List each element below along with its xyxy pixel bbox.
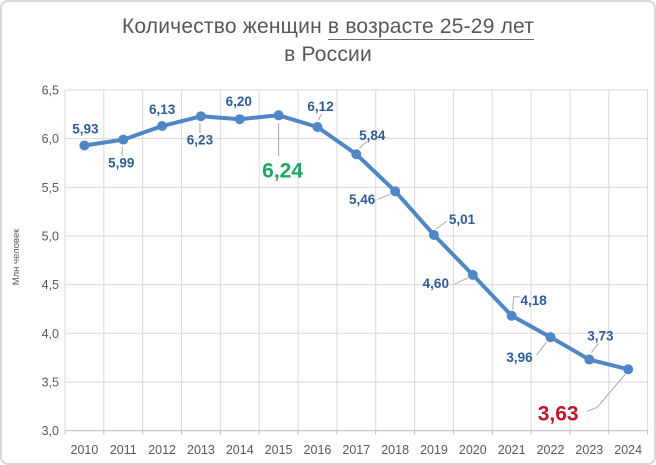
- data-point-2022: [545, 332, 556, 343]
- x-tick-label: 2018: [381, 443, 409, 457]
- gridlines: [64, 89, 649, 432]
- x-tick-label: 2023: [575, 443, 603, 457]
- y-axis-tick-labels: 3,0 3,5 4,0 4,5 5,0 5,5 6,0 6,5: [42, 84, 59, 439]
- leader-line: [435, 220, 448, 230]
- data-labels: 5,93 5,99 6,13 6,23 6,20 6,24 6,12 5,84 5,46 5,01…: [72, 94, 614, 425]
- data-label-2016: 6,12: [307, 99, 333, 114]
- data-point-2015: [273, 110, 284, 121]
- data-label-2023: 3,73: [587, 329, 614, 344]
- data-label-2010: 5,93: [72, 121, 99, 136]
- data-label-2012: 6,13: [149, 102, 176, 117]
- leader-line: [586, 373, 626, 412]
- data-label-2014: 6,20: [226, 94, 252, 109]
- x-tick-label: 2015: [265, 443, 293, 457]
- data-label-2019: 5,01: [449, 212, 476, 227]
- x-tick-label: 2020: [459, 443, 487, 457]
- data-label-2015: 6,24: [262, 159, 303, 182]
- x-tick-label: 2013: [187, 443, 215, 457]
- x-tick-label: 2014: [226, 443, 254, 457]
- x-axis-tick-labels: 2010 2011 2012 2013 2014 2015 2016 2017 2018 2019…: [71, 443, 643, 457]
- x-tick-label: 2021: [498, 443, 526, 457]
- data-point-2020: [467, 269, 478, 280]
- data-point-2023: [584, 354, 595, 365]
- y-tick-label: 5,0: [42, 229, 59, 243]
- leader-line: [318, 113, 322, 121]
- data-point-2016: [312, 121, 323, 132]
- y-tick-label: 3,5: [42, 375, 59, 389]
- data-point-2010: [79, 140, 90, 151]
- y-tick-label: 3,0: [42, 424, 59, 438]
- x-tick-label: 2011: [110, 443, 137, 457]
- leader-line: [590, 343, 599, 353]
- data-label-2017: 5,84: [359, 128, 386, 143]
- data-point-2014: [234, 114, 245, 125]
- data-label-2018: 5,46: [349, 192, 376, 207]
- data-point-2013: [195, 111, 206, 122]
- data-label-2013: 6,23: [187, 132, 214, 147]
- data-label-2011: 5,99: [108, 156, 134, 171]
- data-point-2024: [623, 364, 634, 375]
- x-tick-label: 2010: [71, 443, 99, 457]
- x-tick-label: 2022: [537, 443, 565, 457]
- x-axis: [64, 430, 649, 435]
- y-tick-label: 4,5: [42, 278, 59, 292]
- y-tick-label: 4,0: [42, 327, 59, 341]
- x-tick-label: 2024: [614, 443, 642, 457]
- data-point-markers: [79, 110, 634, 375]
- leader-line: [536, 341, 547, 356]
- leader-line: [454, 277, 469, 285]
- y-tick-label: 6,5: [42, 84, 59, 98]
- leader-line: [512, 296, 520, 310]
- x-tick-label: 2012: [148, 443, 176, 457]
- data-label-2024: 3,63: [538, 402, 579, 425]
- y-tick-label: 5,5: [42, 181, 59, 195]
- y-tick-label: 6,0: [42, 132, 59, 146]
- data-point-2017: [351, 149, 362, 160]
- label-leader-lines: [121, 113, 626, 412]
- x-tick-label: 2019: [420, 443, 448, 457]
- x-tick-label: 2017: [342, 443, 370, 457]
- leader-line: [358, 140, 368, 149]
- data-label-2020: 4,60: [423, 276, 449, 291]
- y-axis-title: Млн человек: [11, 228, 22, 285]
- data-point-2021: [506, 310, 517, 321]
- x-tick-label: 2016: [304, 443, 332, 457]
- data-point-2011: [118, 134, 129, 145]
- data-point-2012: [157, 121, 168, 132]
- data-point-2018: [390, 186, 401, 197]
- leader-line: [377, 193, 391, 200]
- data-label-2021: 4,18: [521, 293, 548, 308]
- data-label-2022: 3,96: [506, 350, 533, 365]
- data-point-2019: [428, 229, 439, 240]
